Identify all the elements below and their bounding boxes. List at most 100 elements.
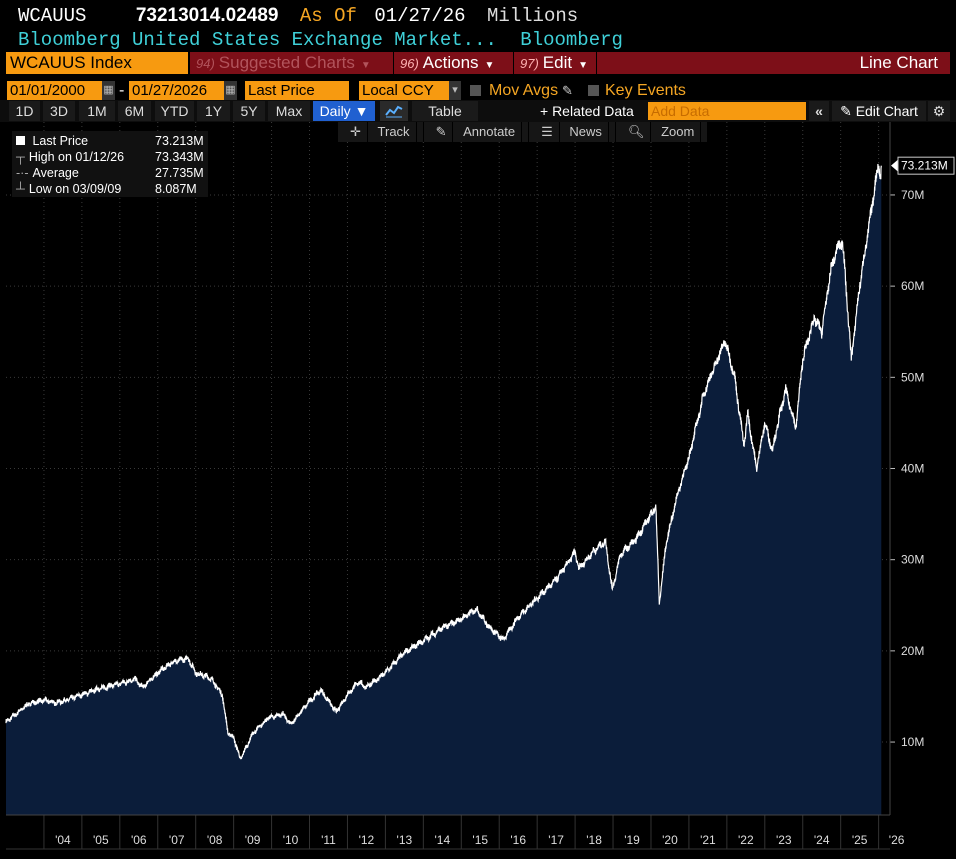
x-tick-label: '20 bbox=[662, 833, 678, 847]
calendar-icon[interactable]: ▦ bbox=[102, 81, 115, 100]
chevron-down-icon[interactable]: ▾ bbox=[449, 81, 461, 100]
track-button[interactable]: ✛ Track bbox=[338, 122, 424, 142]
range-6m[interactable]: 6M bbox=[118, 101, 151, 121]
zoom-label: Zoom bbox=[655, 122, 702, 142]
series-area-fill bbox=[6, 164, 882, 815]
chart-type-label[interactable]: Line Chart bbox=[597, 52, 950, 74]
low-marker-icon: ┴ bbox=[16, 182, 25, 196]
field-select[interactable]: Last Price bbox=[245, 81, 349, 100]
x-tick-label: '26 bbox=[889, 833, 905, 847]
x-tick-label: '05 bbox=[93, 833, 109, 847]
x-tick-label: '23 bbox=[776, 833, 792, 847]
end-date-input[interactable]: 01/27/2026 bbox=[129, 81, 224, 100]
track-label: Track bbox=[372, 122, 417, 142]
controls-bar: 01/01/2000 ▦ - 01/27/2026 ▦ Last Price L… bbox=[0, 80, 956, 102]
x-tick-label: '16 bbox=[510, 833, 526, 847]
x-tick-label: '07 bbox=[169, 833, 185, 847]
add-data-input[interactable]: Add Data bbox=[648, 102, 806, 120]
table-button[interactable]: Table bbox=[412, 101, 478, 121]
edit-num: 97) bbox=[520, 56, 539, 71]
actions-menu[interactable]: 96) Actions ▼ bbox=[394, 52, 513, 74]
last-value-marker: 73.213M bbox=[891, 156, 955, 175]
description-line: Bloomberg United States Exchange Market.… bbox=[18, 29, 623, 51]
series-line bbox=[5, 163, 882, 760]
key-events-label: Key Events bbox=[605, 82, 686, 99]
x-tick-label: '08 bbox=[207, 833, 223, 847]
as-of-date: 01/27/26 bbox=[374, 5, 466, 27]
legend-average: -·- Average bbox=[16, 165, 79, 181]
menu-bar: WCAUUS Index 94) Suggested Charts ▼ 96) Act… bbox=[0, 51, 956, 75]
range-5y[interactable]: 5Y bbox=[233, 101, 265, 121]
zoom-button[interactable]: 🔍︎ Zoom bbox=[616, 122, 709, 142]
x-tick-label: '04 bbox=[55, 833, 71, 847]
currency-select[interactable]: Local CCY bbox=[359, 81, 449, 100]
start-date-input[interactable]: 01/01/2000 bbox=[7, 81, 102, 100]
news-button[interactable]: ☰ News bbox=[529, 122, 616, 142]
chevron-down-icon: ▼ bbox=[484, 60, 495, 71]
collapse-icon[interactable]: « bbox=[809, 101, 829, 121]
last-value-box bbox=[897, 156, 955, 175]
edit-chart-button[interactable]: ✎ Edit Chart bbox=[832, 101, 926, 121]
x-tick-label: '19 bbox=[624, 833, 640, 847]
x-tick-label: '25 bbox=[852, 833, 868, 847]
calendar-icon[interactable]: ▦ bbox=[224, 81, 237, 100]
range-3d[interactable]: 3D bbox=[43, 101, 75, 121]
chart-type: Line Chart bbox=[859, 53, 938, 72]
chevron-down-icon: ▼ bbox=[360, 60, 371, 71]
series-area bbox=[5, 163, 882, 815]
average-marker-icon: -·- bbox=[16, 166, 29, 180]
y-tick-label: 60M bbox=[901, 279, 924, 293]
range-ytd[interactable]: YTD bbox=[155, 101, 194, 121]
pencil-icon: ✎ bbox=[430, 122, 454, 142]
suggested-num: 94) bbox=[196, 56, 215, 71]
x-tick-label: '18 bbox=[586, 833, 602, 847]
line-chart-icon[interactable] bbox=[380, 101, 408, 121]
range-1d[interactable]: 1D bbox=[9, 101, 40, 121]
x-tick-label: '15 bbox=[472, 833, 488, 847]
x-tick-label: '21 bbox=[700, 833, 716, 847]
period-select[interactable]: Daily ▼ bbox=[313, 101, 375, 121]
security-field[interactable]: WCAUUS Index bbox=[6, 52, 188, 74]
last-value-label: 73.213M bbox=[901, 159, 948, 173]
range-1y[interactable]: 1Y bbox=[197, 101, 230, 121]
crosshair-icon: ✛ bbox=[344, 122, 368, 142]
edit-menu[interactable]: 97) Edit ▼ bbox=[514, 52, 596, 74]
chevron-down-icon: ▼ bbox=[354, 103, 369, 119]
range-max[interactable]: Max bbox=[268, 101, 310, 121]
suggested-label: Suggested Charts bbox=[218, 53, 355, 72]
legend-last: Last Price bbox=[16, 133, 88, 149]
legend-swatch bbox=[16, 136, 25, 145]
legend-high-value: 73.343M bbox=[155, 150, 204, 164]
annotate-button[interactable]: ✎ Annotate bbox=[424, 122, 530, 142]
pencil-icon: ✎ bbox=[840, 103, 852, 119]
x-tick-label: '13 bbox=[397, 833, 413, 847]
mov-avgs-label: Mov Avgs bbox=[489, 82, 559, 99]
y-tick-label: 20M bbox=[901, 644, 924, 658]
key-events-checkbox[interactable] bbox=[588, 85, 599, 96]
actions-num: 96) bbox=[400, 56, 419, 71]
annotate-label: Annotate bbox=[457, 122, 523, 142]
gear-icon[interactable]: ⚙ bbox=[928, 101, 950, 121]
x-tick-label: '17 bbox=[548, 833, 564, 847]
pencil-icon[interactable]: ✎ bbox=[562, 83, 573, 98]
legend-avg-value: 27.735M bbox=[155, 166, 204, 180]
related-data-button[interactable]: + Related Data bbox=[540, 101, 640, 121]
edit-label: Edit bbox=[542, 53, 573, 72]
range-1m[interactable]: 1M bbox=[79, 101, 115, 121]
news-label: News bbox=[563, 122, 609, 142]
legend-low-label: Low on 03/09/09 bbox=[28, 182, 122, 196]
mov-avgs-checkbox[interactable] bbox=[470, 85, 481, 96]
last-value-arrow bbox=[891, 159, 898, 172]
chevron-down-icon: ▼ bbox=[578, 60, 588, 71]
y-tick-label: 10M bbox=[901, 735, 924, 749]
suggested-charts-menu[interactable]: 94) Suggested Charts ▼ bbox=[190, 52, 393, 74]
x-tick-label: '09 bbox=[245, 833, 261, 847]
last-price: 73213014.02489 bbox=[135, 5, 279, 26]
legend-avg-label: Average bbox=[32, 166, 79, 180]
edit-chart-label: Edit Chart bbox=[855, 103, 918, 119]
header-line: WCAUUS 73213014.02489 As Of 01/27/26 Mil… bbox=[18, 5, 578, 27]
legend-low-value: 8.087M bbox=[155, 182, 197, 196]
data-source: Bloomberg bbox=[520, 29, 623, 51]
x-tick-label: '22 bbox=[738, 833, 754, 847]
